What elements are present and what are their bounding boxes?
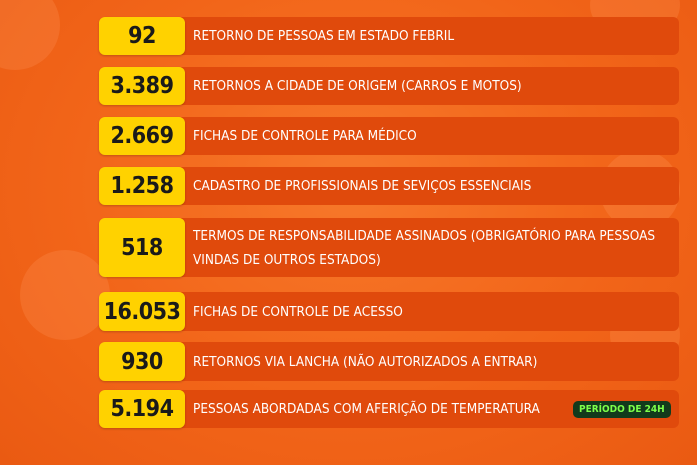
- stat-value: 1.258: [99, 167, 185, 205]
- stat-row: 518 TERMOS DE RESPONSABILIDADE ASSINADOS…: [99, 218, 679, 277]
- stat-row: 1.258 CADASTRO DE PROFISSIONAIS DE SEVIÇ…: [99, 167, 679, 205]
- stat-label: RETORNOS VIA LANCHA (NÃO AUTORIZADOS A E…: [181, 342, 679, 381]
- stat-value: 16.053: [99, 292, 185, 331]
- stat-label: TERMOS DE RESPONSABILIDADE ASSINADOS (OB…: [181, 218, 679, 277]
- stat-label: CADASTRO DE PROFISSIONAIS DE SEVIÇOS ESS…: [181, 167, 679, 205]
- stat-label: FICHAS DE CONTROLE PARA MÉDICO: [181, 117, 679, 155]
- stat-value: 92: [99, 17, 185, 55]
- stat-value: 518: [99, 218, 185, 277]
- stat-value: 3.389: [99, 67, 185, 105]
- stat-value: 2.669: [99, 117, 185, 155]
- virus-decoration: [20, 250, 110, 340]
- stat-value: 5.194: [99, 390, 185, 428]
- stat-label: RETORNO DE PESSOAS EM ESTADO FEBRIL: [181, 17, 679, 55]
- stat-row: 16.053 FICHAS DE CONTROLE DE ACESSO: [99, 292, 679, 331]
- stat-label: RETORNOS A CIDADE DE ORIGEM (CARROS E MO…: [181, 67, 679, 105]
- stat-row: 2.669 FICHAS DE CONTROLE PARA MÉDICO: [99, 117, 679, 155]
- stat-label: FICHAS DE CONTROLE DE ACESSO: [181, 292, 679, 331]
- stat-row: 92 RETORNO DE PESSOAS EM ESTADO FEBRIL: [99, 17, 679, 55]
- stat-value: 930: [99, 342, 185, 381]
- virus-decoration: [0, 0, 60, 70]
- period-badge: PERÍODO DE 24H: [573, 401, 671, 418]
- stat-row: 3.389 RETORNOS A CIDADE DE ORIGEM (CARRO…: [99, 67, 679, 105]
- stat-row: 930 RETORNOS VIA LANCHA (NÃO AUTORIZADOS…: [99, 342, 679, 381]
